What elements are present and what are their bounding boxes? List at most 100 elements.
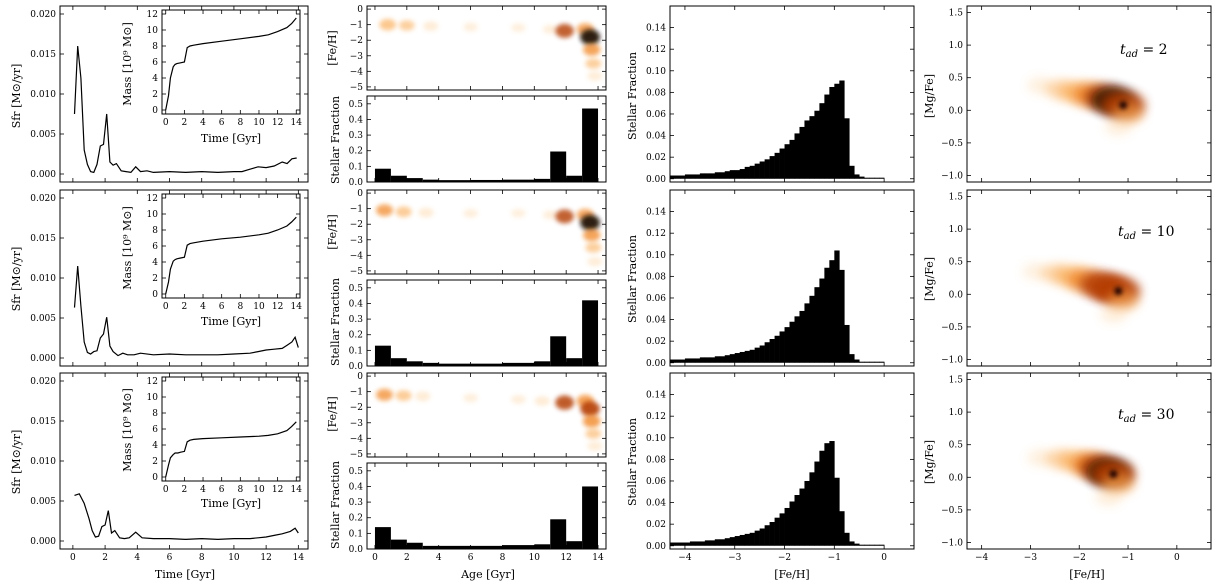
mgfe-row-2-xtick-label: −4 bbox=[975, 553, 989, 563]
amr-row-0-ytick-label: −5 bbox=[350, 83, 364, 93]
mdf-feh-xlabel: [Fe/H] bbox=[774, 568, 809, 581]
amr-blob-5 bbox=[542, 24, 558, 34]
age-hist-bar-row-1-7 bbox=[534, 361, 551, 366]
mgfe-row-2-ytick-label: 0.5 bbox=[949, 441, 964, 451]
mgfe-row-2-xtick-label: −3 bbox=[1024, 553, 1038, 563]
mdf-bar-row-2-39 bbox=[864, 544, 870, 546]
mdf-bar-row-1-39 bbox=[864, 361, 870, 363]
mass-inset-row-1-ytick-label: 12 bbox=[147, 194, 158, 204]
amr-blob-11 bbox=[587, 441, 603, 451]
mdf-bar-row-2-6 bbox=[699, 541, 706, 546]
mdf-bar-row-1-8 bbox=[709, 357, 716, 363]
mass-inset-row-0-ytick-label: 0 bbox=[152, 106, 158, 116]
tad-annotation-row-1: tad = 10 bbox=[1118, 224, 1174, 242]
mass-inset-row-1-xtick-label: 12 bbox=[272, 302, 283, 312]
mdf-bar-row-2-36 bbox=[849, 541, 855, 546]
mdf-bar-row-1-27 bbox=[804, 303, 810, 363]
amr-row-2-ytick-label: −3 bbox=[350, 419, 364, 429]
age-hist-bar-row-2-8 bbox=[550, 519, 567, 549]
mdf-bar-row-2-33 bbox=[834, 477, 840, 546]
mdf-bar-row-0-28 bbox=[809, 116, 815, 179]
sfr-row-2-ytick-label: 0.015 bbox=[30, 417, 56, 427]
mgfe-row-2-xtick-label: 0 bbox=[1174, 553, 1180, 563]
mass-inset-row-1-ytick-label: 6 bbox=[152, 242, 158, 252]
age-hist-bar-row-1-2 bbox=[406, 361, 423, 366]
age-hist-bar-row-1-1 bbox=[390, 358, 407, 366]
mdf-bar-row-0-8 bbox=[709, 173, 716, 179]
mdf-bar-row-0-32 bbox=[829, 86, 835, 179]
mass-inset-row-1-xtick-label: 8 bbox=[237, 302, 243, 312]
amr-blob-4 bbox=[511, 209, 526, 218]
age-hist-bar-row-2-0 bbox=[374, 527, 391, 549]
agehist-row-2-xtick-label: 10 bbox=[529, 553, 541, 563]
mdf-bar-row-0-10 bbox=[719, 172, 726, 179]
sfr-row-2-xtick-label: 4 bbox=[134, 553, 140, 563]
agehist-row-0-ytick-label: 0.0 bbox=[349, 178, 364, 188]
amr-row-2-ytick-label: −1 bbox=[350, 388, 363, 398]
mass-inset-row-2-xtick-label: 14 bbox=[291, 485, 303, 495]
age-metallicity-row-0-frame bbox=[366, 5, 607, 91]
mdf-bar-row-2-29 bbox=[814, 461, 820, 546]
mdf-bar-row-2-35 bbox=[844, 532, 850, 546]
amr-row-2-ytick-label: −4 bbox=[350, 434, 364, 444]
mdf-bar-row-2-20 bbox=[769, 522, 775, 546]
amr-blob-10 bbox=[585, 428, 602, 439]
amr-row-2-ytick-label: 0 bbox=[357, 372, 363, 382]
mgfe-row-1-ytick-label: 0.5 bbox=[949, 258, 964, 268]
mdf-bar-row-2-1 bbox=[674, 542, 681, 546]
mdf-row-1-ytick-label: 0.04 bbox=[646, 316, 666, 326]
age-hist-bar-row-0-8 bbox=[550, 151, 567, 182]
age-hist-row-1-frame bbox=[366, 279, 607, 367]
amr-blob-9 bbox=[583, 228, 601, 242]
mdf-row-1-ytick-label: 0.06 bbox=[646, 294, 666, 304]
mass-inset-row-2-ytick-label: 2 bbox=[152, 457, 158, 467]
mdf-bar-row-0-34 bbox=[839, 80, 845, 179]
sfr-row-2-xtick-label: 14 bbox=[293, 553, 305, 563]
age-hist-bar-row-0-10 bbox=[582, 108, 599, 182]
mgfe-row-0-ytick-label: 1.5 bbox=[949, 9, 964, 19]
amr-blob-4 bbox=[511, 23, 526, 33]
amr-blob-3 bbox=[463, 208, 478, 218]
sfr-row-1-ytick-label: 0.020 bbox=[30, 194, 56, 204]
age-hist-bar-row-0-7 bbox=[534, 178, 551, 182]
amr-row-1-ytick-label: −2 bbox=[350, 220, 363, 230]
mdf-bar-row-2-38 bbox=[859, 544, 865, 546]
age-hist-bar-row-0-2 bbox=[406, 178, 423, 182]
mass-inset-bg-row-1 bbox=[162, 194, 300, 298]
sfr-row-1-ytick-label: 0.000 bbox=[30, 354, 56, 364]
mgfe-core bbox=[1114, 287, 1123, 295]
agehist-row-2-xtick-label: 8 bbox=[500, 553, 506, 563]
amr-blob-3 bbox=[463, 393, 478, 403]
age-metallicity-row-1-frame bbox=[366, 189, 607, 275]
mgfe-density-row-0 bbox=[1027, 76, 1146, 136]
mgfe-row-1-ytick-label: 0.0 bbox=[949, 290, 964, 300]
mdf-bar-row-2-2 bbox=[679, 542, 686, 546]
mgfe-ylabel-row-0: [Mg/Fe] bbox=[923, 74, 936, 118]
age-hist-bar-row-2-1 bbox=[390, 539, 407, 549]
mdf-row-1-ytick-label: 0.00 bbox=[646, 359, 666, 369]
mdf-bar-row-1-33 bbox=[834, 250, 840, 363]
mdf-bar-row-2-10 bbox=[719, 539, 726, 546]
agehist-row-2-ytick-label: 0.3 bbox=[349, 498, 364, 508]
amr-blob-6 bbox=[555, 395, 574, 410]
age-hist-bar-row-0-5 bbox=[470, 179, 503, 182]
mdf-bar-row-0-13 bbox=[734, 170, 741, 179]
mdf-bar-row-2-32 bbox=[829, 441, 835, 546]
mdf-bar-row-2-5 bbox=[694, 541, 701, 546]
amr-blob-9 bbox=[582, 414, 601, 428]
mdf-bar-row-2-4 bbox=[689, 541, 696, 546]
amr-blob-5 bbox=[534, 396, 550, 406]
age-hist-bar-row-1-0 bbox=[374, 345, 391, 366]
agehist-row-0-ytick-label: 0.5 bbox=[349, 100, 364, 110]
mgfe-row-0-ytick-label: 1.0 bbox=[949, 41, 964, 51]
age-hist-bar-row-0-3 bbox=[422, 179, 439, 182]
amr-row-1-ytick-label: −5 bbox=[350, 267, 364, 277]
sfr-row-0-ytick-label: 0.000 bbox=[30, 170, 56, 180]
mass-inset-row-2-xtick-label: 10 bbox=[253, 485, 265, 495]
amr-blob-11 bbox=[587, 71, 603, 81]
mdf-bar-row-2-9 bbox=[714, 539, 721, 546]
amr-row-1-ytick-label: 0 bbox=[357, 189, 363, 199]
mdf-bar-row-1-18 bbox=[759, 345, 765, 363]
sfr-row-2-ytick-label: 0.000 bbox=[30, 537, 56, 547]
